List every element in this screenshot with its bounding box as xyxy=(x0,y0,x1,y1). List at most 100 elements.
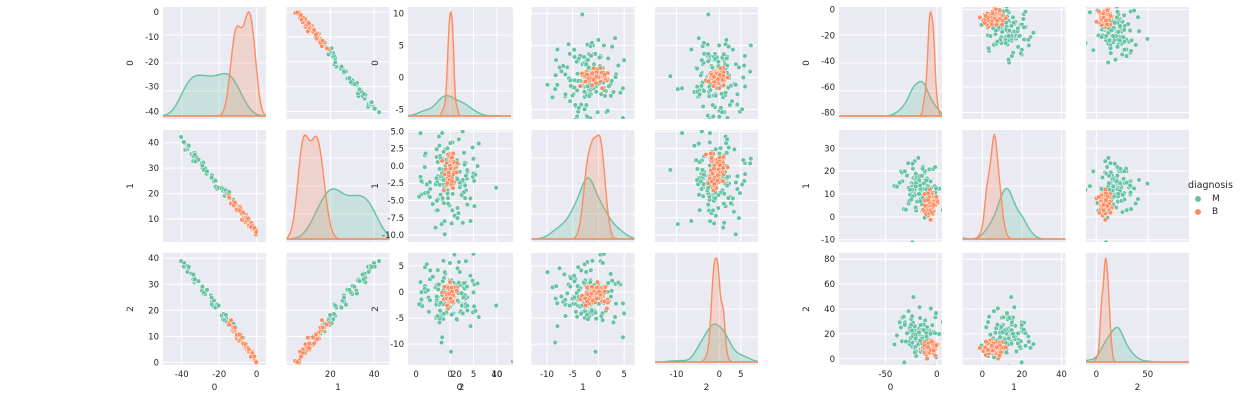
point-m xyxy=(1099,174,1105,181)
point-m xyxy=(434,146,440,152)
point-m xyxy=(725,195,731,201)
pairplot-1-panel-r2c0: -40 -20 0 0 0 10 20 30 40 2 xyxy=(126,253,266,393)
x-tick-label: -5 xyxy=(568,370,576,380)
point-m xyxy=(1133,42,1139,48)
point-m xyxy=(1019,47,1025,53)
pairplot-1-panel-r0c1 xyxy=(286,7,390,119)
point-m xyxy=(615,62,621,69)
plot-area xyxy=(655,257,758,363)
point-b xyxy=(1103,17,1109,24)
point-b xyxy=(454,288,460,294)
point-m xyxy=(574,290,580,296)
x-tick-label: 5 xyxy=(621,370,626,380)
plot-area xyxy=(1086,257,1189,363)
point-m xyxy=(463,258,469,264)
point-m xyxy=(587,279,593,285)
point-m xyxy=(707,87,714,93)
point-m xyxy=(962,345,963,349)
x-tick-label: 20 xyxy=(325,370,336,380)
point-m xyxy=(1121,176,1127,182)
point-m xyxy=(460,220,466,226)
point-m xyxy=(608,293,614,300)
point-m xyxy=(435,207,441,213)
point-b xyxy=(584,285,590,291)
x-tick-label: 20 xyxy=(1017,370,1028,380)
point-m xyxy=(675,221,681,227)
point-m xyxy=(739,181,745,188)
point-m xyxy=(553,295,559,302)
point-m xyxy=(1021,24,1027,30)
point-m xyxy=(933,310,939,316)
y-tick-label: -10 xyxy=(821,236,835,246)
point-m xyxy=(1015,25,1021,31)
point-m xyxy=(717,145,724,151)
point-b xyxy=(251,353,257,360)
point-b xyxy=(226,195,232,201)
point-m xyxy=(439,339,445,346)
point-m xyxy=(1131,185,1137,191)
point-b xyxy=(449,289,455,295)
point-m xyxy=(425,287,431,293)
y-tick-label: -40 xyxy=(145,108,159,118)
point-m xyxy=(697,207,703,213)
point-m xyxy=(471,303,477,309)
point-m xyxy=(1011,20,1017,26)
point-m xyxy=(585,316,591,322)
point-m xyxy=(463,173,469,179)
point-m xyxy=(418,296,425,302)
point-b xyxy=(445,169,451,176)
point-b xyxy=(444,180,450,186)
point-m xyxy=(705,11,711,18)
point-m xyxy=(435,286,441,292)
point-b xyxy=(715,172,721,178)
point-m xyxy=(915,155,921,161)
x-tick-label: -10 xyxy=(540,370,554,380)
point-m xyxy=(916,329,922,335)
point-m xyxy=(913,183,919,189)
point-m xyxy=(741,62,747,69)
point-b xyxy=(449,154,455,161)
point-m xyxy=(1003,349,1009,355)
y-tick-label: 10 xyxy=(824,190,835,200)
point-m xyxy=(724,62,730,69)
point-m xyxy=(445,191,451,197)
point-m xyxy=(1099,34,1105,40)
point-b xyxy=(594,284,600,291)
point-m xyxy=(343,302,349,308)
point-m xyxy=(608,271,614,277)
point-m xyxy=(372,106,378,112)
point-m xyxy=(601,42,607,48)
point-m xyxy=(1030,341,1036,347)
point-m xyxy=(553,72,559,78)
point-m xyxy=(464,202,470,208)
point-m xyxy=(181,139,187,145)
y-tick-label: 0.0 xyxy=(390,162,404,172)
point-m xyxy=(713,146,719,152)
point-m xyxy=(544,82,551,88)
point-m xyxy=(578,311,584,317)
point-m xyxy=(909,340,915,346)
point-m xyxy=(582,261,588,267)
plot-area xyxy=(667,130,754,237)
point-m xyxy=(456,136,462,142)
point-m xyxy=(693,157,699,163)
point-m xyxy=(1115,191,1121,197)
point-m xyxy=(212,178,219,184)
point-b xyxy=(929,210,935,216)
point-m xyxy=(195,278,202,284)
point-m xyxy=(1021,36,1027,43)
point-m xyxy=(356,278,363,284)
point-b xyxy=(320,38,326,44)
point-m xyxy=(596,55,603,61)
point-b xyxy=(593,74,600,80)
point-m xyxy=(427,297,433,303)
point-m xyxy=(430,274,436,280)
point-m xyxy=(707,218,713,224)
pairplot-2-panel-r0c0: -5 0 5 10 0 xyxy=(371,7,511,119)
point-b xyxy=(933,342,939,348)
y-tick-label: 0 xyxy=(154,358,159,368)
x-axis-label: 0 xyxy=(457,383,463,393)
point-m xyxy=(1087,183,1093,189)
point-b xyxy=(1100,202,1106,208)
point-b xyxy=(299,16,305,23)
